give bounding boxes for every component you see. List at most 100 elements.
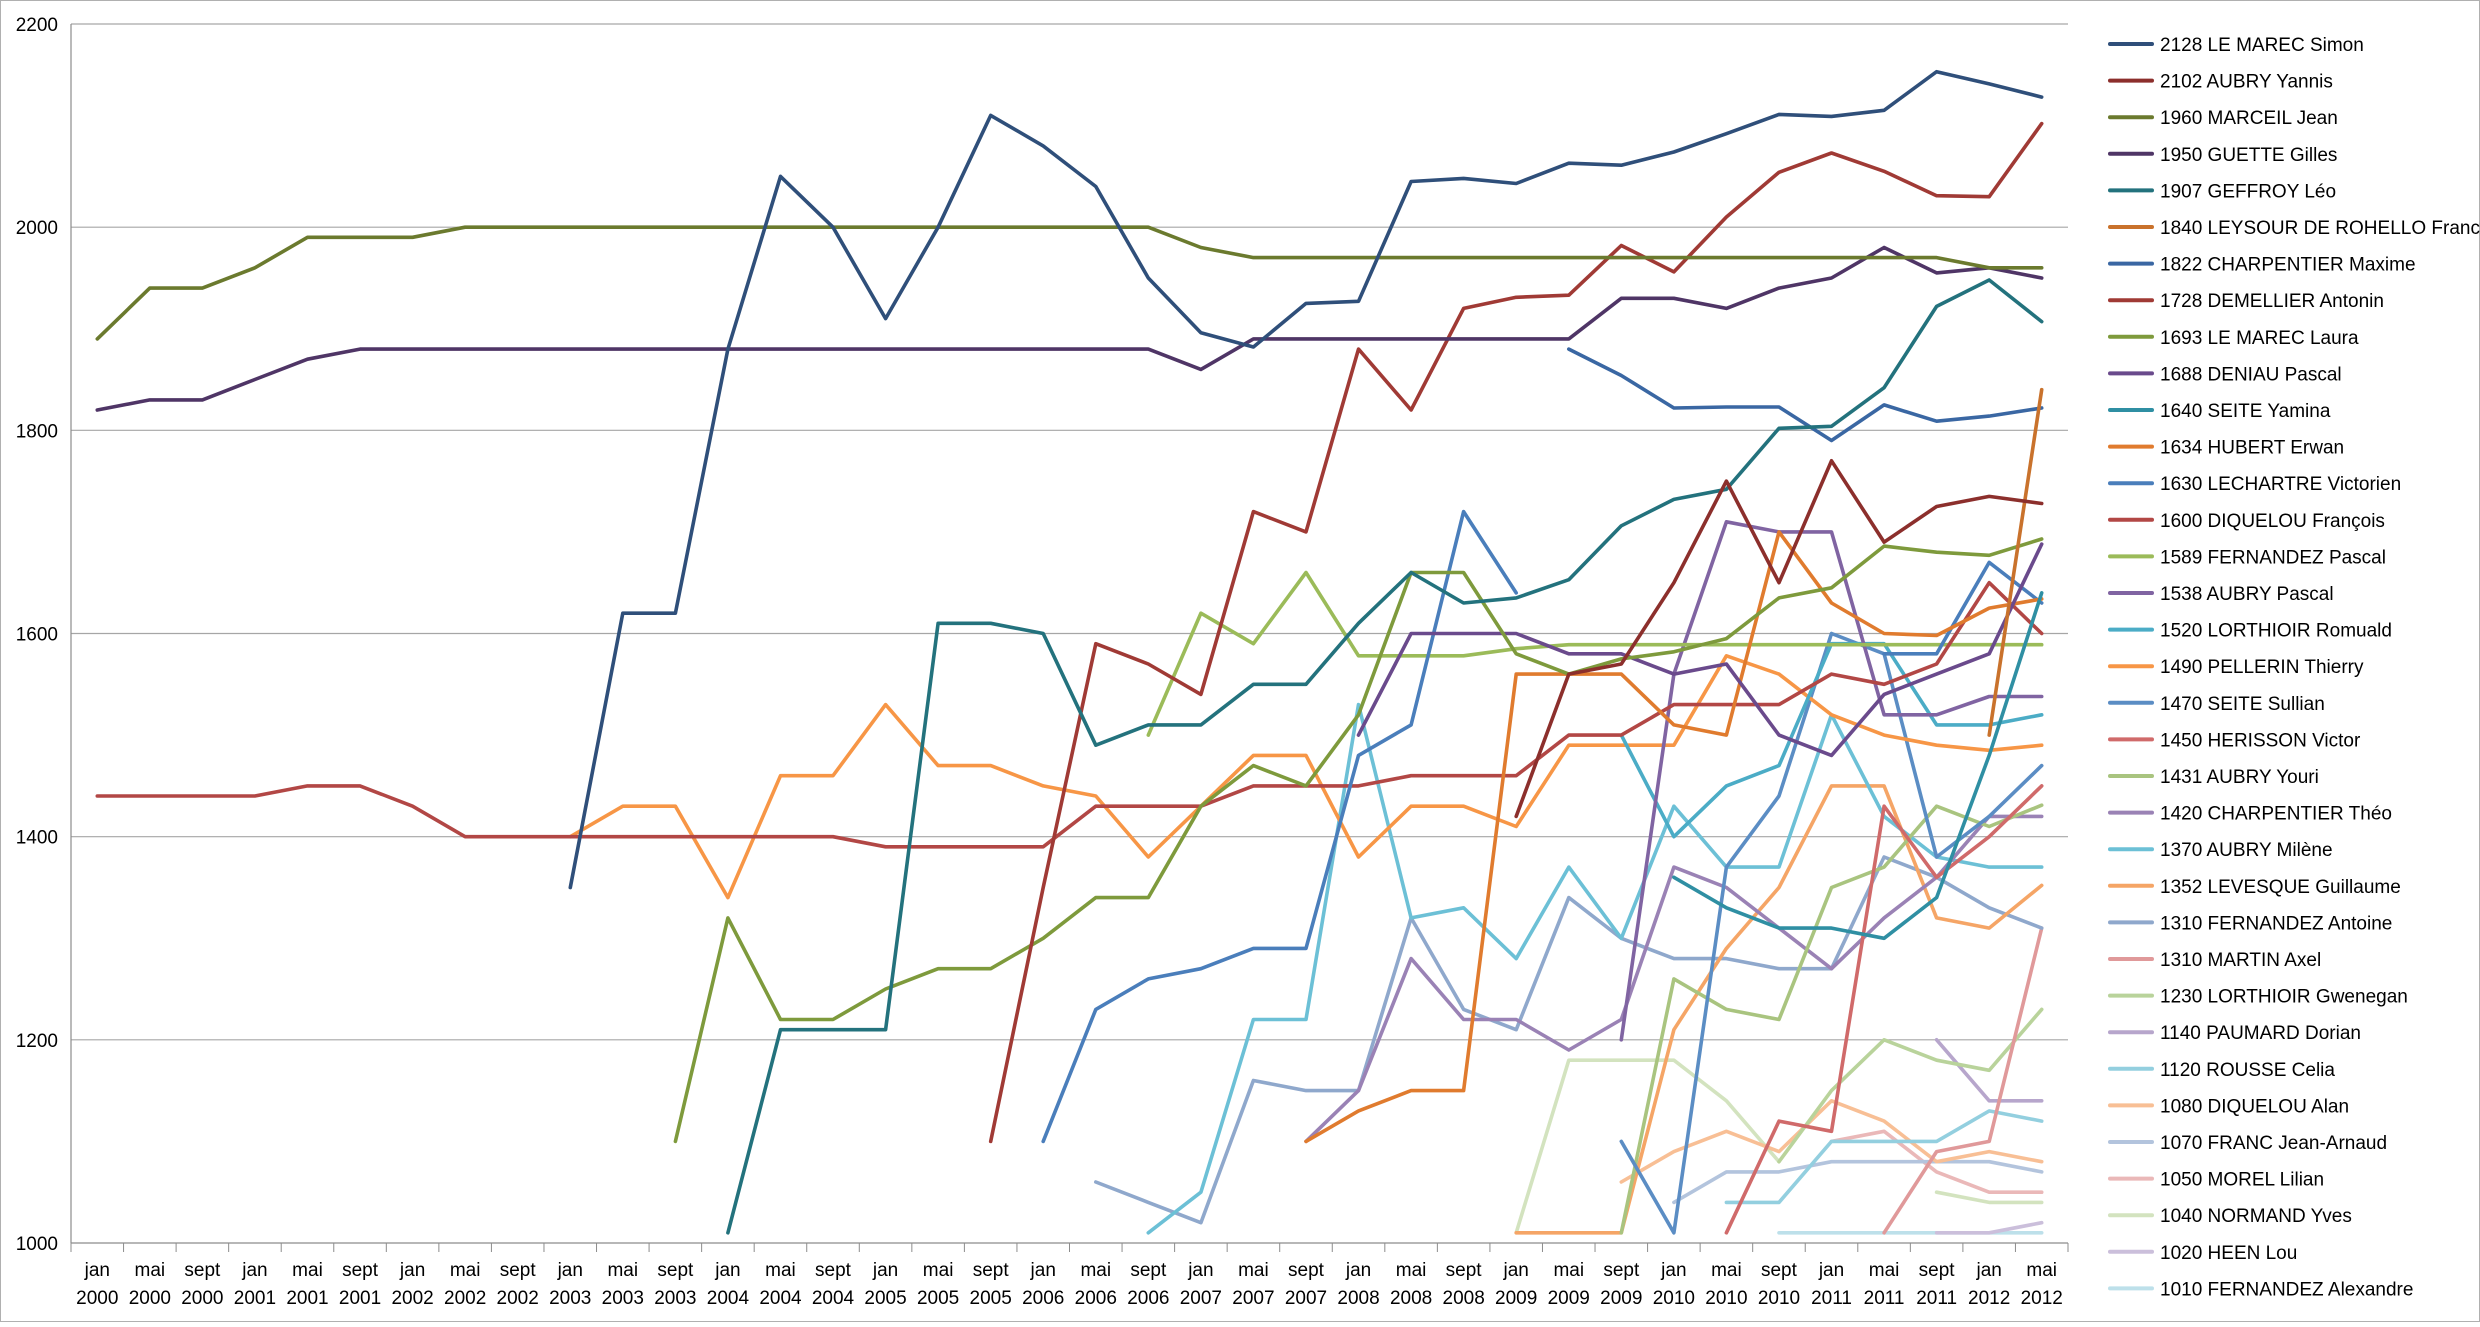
x-tick-label-year: 2010: [1653, 1288, 1695, 1309]
x-tick-label-month: mai: [450, 1260, 481, 1281]
legend-label: 1420 CHARPENTIER Théo: [2160, 804, 2392, 825]
series-line: [1146, 702, 2044, 1235]
x-tick-label-year: 2007: [1180, 1288, 1222, 1309]
axes: 1000 1200 1400 1600 1800 2000 2200 jan 2000 mai 20…: [16, 15, 2069, 1309]
legend-label: 1470 SEITE Sullian: [2160, 694, 2325, 715]
legend-label: 1634 HUBERT Erwan: [2160, 438, 2344, 459]
series-line: [1619, 631, 2044, 1235]
x-tick-label-month: sept: [500, 1260, 537, 1281]
series-line: [1672, 591, 2044, 941]
legend-label: 1120 ROUSSE Celia: [2160, 1060, 2335, 1081]
legend-label: 1010 FERNANDEZ Alexandre: [2160, 1279, 2413, 1300]
y-tick-label: 2000: [16, 218, 58, 239]
legend: 2128 LE MAREC Simon 2102 AUBRY Yannis 1960…: [2108, 35, 2480, 1300]
x-tick-label-month: sept: [1288, 1260, 1325, 1281]
legend-label: 1230 LORTHIOIR Gwenegan: [2160, 987, 2408, 1008]
series-line: [1934, 1038, 2044, 1103]
series-line: [1356, 542, 2044, 758]
x-tick-label-month: mai: [1553, 1260, 1584, 1281]
legend-label: 1960 MARCEIL Jean: [2160, 108, 2338, 129]
series-line: [95, 225, 2044, 341]
x-tick-label-month: sept: [657, 1260, 694, 1281]
x-tick-label-month: sept: [815, 1260, 852, 1281]
x-tick-label-year: 2011: [1916, 1288, 1957, 1309]
legend-label: 1040 NORMAND Yves: [2160, 1206, 2352, 1227]
x-tick-label-month: mai: [1080, 1260, 1111, 1281]
series-line: [1829, 1129, 2044, 1194]
series-line: [1882, 926, 2044, 1235]
series-line: [1882, 560, 2044, 656]
x-tick-label-month: mai: [1711, 1260, 1742, 1281]
series-line: [1619, 803, 2044, 1235]
x-tick-label-month: jan: [1030, 1260, 1056, 1281]
x-tick-label-year: 2001: [234, 1288, 276, 1309]
legend-label: 1600 DIQUELOU François: [2160, 511, 2385, 532]
x-tick-label-year: 2007: [1232, 1288, 1274, 1309]
legend-label: 2128 LE MAREC Simon: [2160, 35, 2364, 56]
x-tick-label-year: 2012: [2021, 1288, 2063, 1309]
x-tick-label-month: jan: [872, 1260, 898, 1281]
legend-label: 1693 LE MAREC Laura: [2160, 328, 2359, 349]
x-tick-label-year: 2003: [549, 1288, 591, 1309]
series-lines: [95, 69, 2044, 1235]
series-line: [988, 121, 2044, 1144]
legend-label: 1822 CHARPENTIER Maxime: [2160, 255, 2416, 276]
y-tick-label: 1600: [16, 625, 58, 646]
x-tick-label-year: 2000: [129, 1288, 171, 1309]
x-tick-label-year: 2002: [444, 1288, 486, 1309]
x-tick-label-year: 2010: [1705, 1288, 1747, 1309]
legend-label: 1310 FERNANDEZ Antoine: [2160, 913, 2392, 934]
legend-label: 1431 AUBRY Youri: [2160, 767, 2319, 788]
series-line: [1619, 519, 2044, 1042]
x-tick-label-month: mai: [135, 1260, 166, 1281]
x-tick-label-month: jan: [1187, 1260, 1213, 1281]
x-tick-label-year: 2001: [339, 1288, 381, 1309]
x-tick-label-month: mai: [1396, 1260, 1427, 1281]
legend-label: 1520 LORTHIOIR Romuald: [2160, 621, 2392, 642]
legend-label: 1370 AUBRY Milène: [2160, 840, 2333, 861]
x-tick-label-month: mai: [923, 1260, 954, 1281]
x-tick-label-year: 2006: [1075, 1288, 1117, 1309]
x-tick-label-month: sept: [1919, 1260, 1956, 1281]
legend-label: 1140 PAUMARD Dorian: [2160, 1023, 2361, 1044]
x-tick-label-year: 2010: [1758, 1288, 1800, 1309]
x-tick-label-year: 2001: [286, 1288, 328, 1309]
series-line: [1567, 347, 2044, 443]
series-line: [1146, 570, 2044, 737]
legend-label: 1907 GEFFROY Léo: [2160, 181, 2336, 202]
x-tick-label-year: 2003: [654, 1288, 696, 1309]
x-tick-label-year: 2011: [1864, 1288, 1905, 1309]
series-line: [568, 69, 2044, 890]
series-line: [1304, 530, 2044, 1144]
x-tick-label-month: mai: [607, 1260, 638, 1281]
legend-label: 1950 GUETTE Gilles: [2160, 145, 2337, 166]
series-line: [568, 653, 2044, 900]
series-line: [1987, 387, 2044, 737]
x-tick-label-year: 2009: [1495, 1288, 1537, 1309]
x-tick-label-month: mai: [1869, 1260, 1900, 1281]
y-tick-label: 1400: [16, 828, 58, 849]
series-line: [1619, 1099, 2044, 1184]
legend-label: 1840 LEYSOUR DE ROHELLO Francois: [2160, 218, 2480, 239]
legend-label: 1050 MOREL Lilian: [2160, 1170, 2324, 1191]
x-tick-label-year: 2002: [497, 1288, 539, 1309]
legend-label: 1080 DIQUELOU Alan: [2160, 1096, 2349, 1117]
x-tick-label-year: 2012: [1968, 1288, 2010, 1309]
legend-label: 1490 PELLERIN Thierry: [2160, 657, 2364, 678]
x-tick-label-year: 2009: [1600, 1288, 1642, 1309]
legend-label: 2102 AUBRY Yannis: [2160, 72, 2333, 93]
x-tick-label-month: sept: [1130, 1260, 1167, 1281]
x-tick-label-year: 2002: [391, 1288, 433, 1309]
series-line: [726, 278, 2044, 1235]
series-line: [1514, 1058, 1781, 1235]
series-line: [1724, 784, 2044, 1235]
legend-label: 1630 LECHARTRE Victorien: [2160, 474, 2401, 495]
x-tick-label-year: 2004: [812, 1288, 855, 1309]
x-tick-label-month: jan: [399, 1260, 425, 1281]
series-line: [1672, 1159, 2044, 1205]
y-tick-label: 2200: [16, 15, 58, 36]
x-tick-label-month: jan: [1660, 1260, 1686, 1281]
x-tick-label-month: jan: [1345, 1260, 1371, 1281]
